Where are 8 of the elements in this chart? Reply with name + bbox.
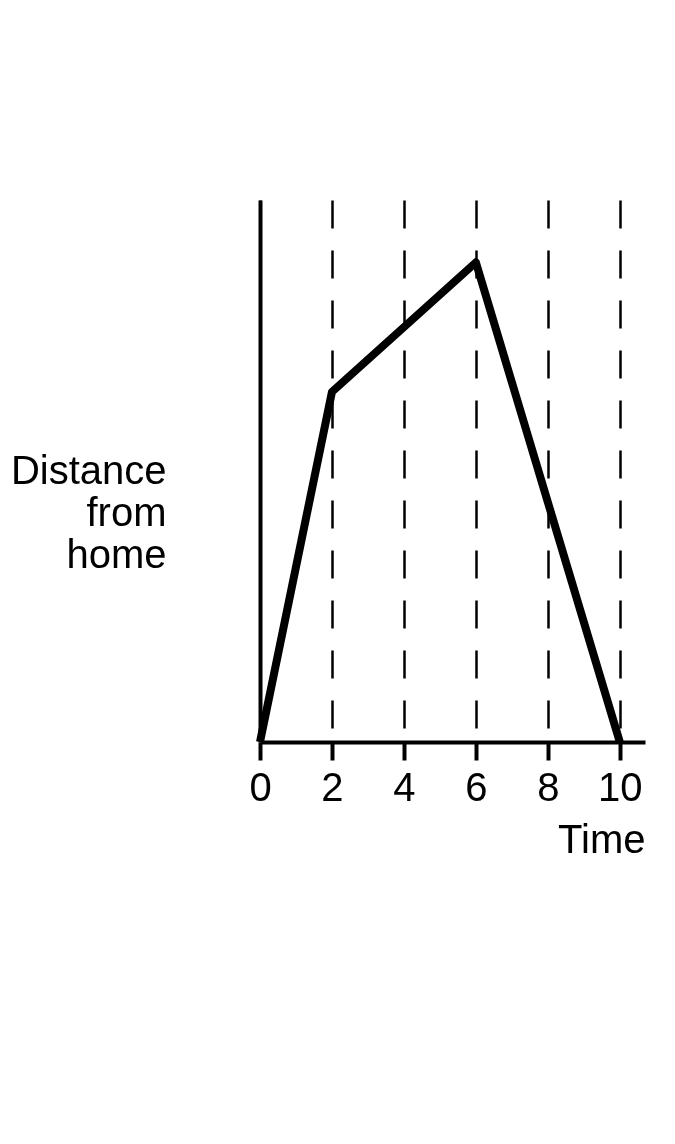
x-tick-label: 2	[321, 764, 344, 809]
x-axis-title: Time	[558, 816, 646, 861]
x-tick-label: 8	[537, 764, 560, 809]
y-axis-title: Distance from home	[10, 447, 167, 576]
x-tick-label: 4	[393, 764, 416, 809]
x-tick-label: 0	[249, 764, 272, 809]
x-tick-label: 10	[598, 764, 643, 809]
x-tick-label: 6	[465, 764, 488, 809]
